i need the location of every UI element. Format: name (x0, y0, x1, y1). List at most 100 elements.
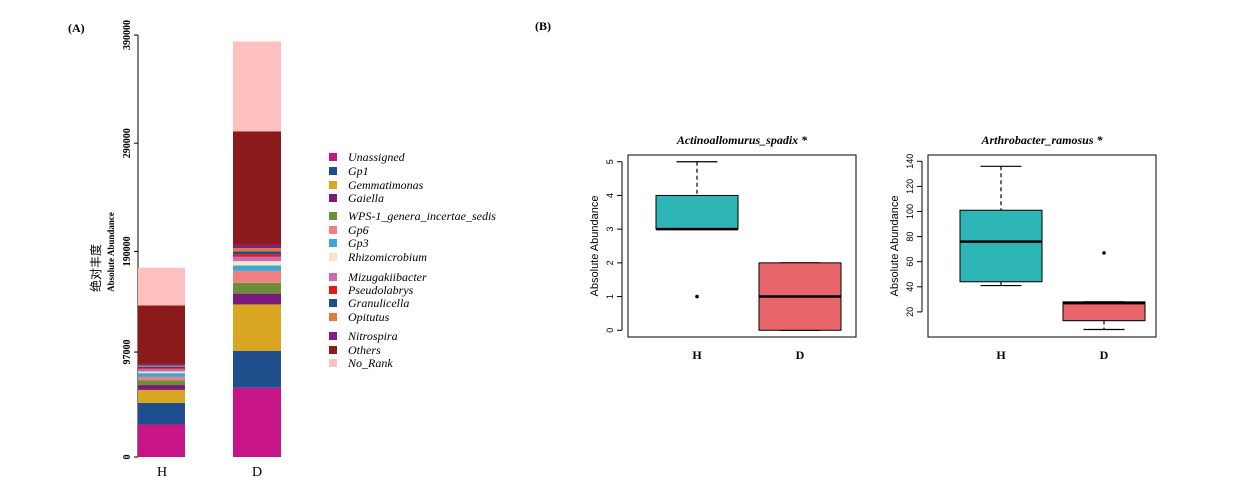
bar-segment-granulicella-h (138, 366, 185, 369)
y-tick-label: 120 (905, 179, 915, 194)
y-tick-label: 0 (122, 455, 133, 460)
x-tick-label-d: D (252, 465, 262, 480)
legend-entry: Gp1 (348, 164, 369, 178)
y-tick-label: 5 (605, 159, 615, 164)
legend-swatch (329, 239, 337, 247)
bar-segment-mizugakiibacter-d (233, 256, 281, 262)
legend-entry: Rhizomicrobium (347, 250, 427, 264)
x-tick-label-h: H (692, 348, 702, 362)
box-h (959, 209, 1043, 283)
legend-entry: Others (348, 343, 381, 357)
box-h (655, 194, 739, 230)
x-tick-label-d: D (1100, 348, 1109, 362)
y-tick-label: 1 (605, 294, 615, 299)
legend-entry: No_Rank (347, 356, 393, 370)
bar-segment-others-d (233, 131, 281, 245)
plot-title: Arthrobacter_ramosus * (980, 133, 1103, 147)
legend-entry: Gemmatimonas (348, 178, 424, 192)
plot-frame (927, 154, 1157, 338)
legend-swatch (329, 332, 337, 340)
legend-swatch (329, 253, 337, 261)
legend-swatch (329, 167, 337, 175)
plot-title: Actinoallomurus_spadix * (676, 133, 808, 147)
y-tick-label: 80 (905, 232, 915, 242)
bar-segment-gemmatimonas-h (138, 389, 185, 403)
y-tick-label: 190000 (122, 236, 133, 266)
outlier-point (695, 294, 699, 299)
legend-entry: Nitrospira (347, 329, 398, 343)
y-tick-label: 40 (905, 282, 915, 292)
x-tick-label-d: D (796, 348, 805, 362)
bar-segment-gp3-h (138, 373, 185, 377)
bar-segment-gaiella-d (233, 293, 281, 305)
stacked-bar-chart: 0 97000 190000 290000 390000 绝对丰度 Absolute Abu… (88, 20, 281, 480)
bar-segment-no-rank-d (233, 41, 281, 132)
boxplot-actinoallomurus: Actinoallomurus_spadix * 0 1 2 3 4 5 Absolute A… (589, 133, 857, 362)
bar-segment-gp3-d (233, 265, 281, 271)
legend-swatch (329, 153, 337, 161)
bar-segment-opitutus-h (138, 365, 185, 367)
legend-swatch (329, 286, 337, 294)
bar-segment-opitutus-d (233, 248, 281, 252)
legend-swatch (329, 346, 337, 354)
bar-segment-granulicella-d (233, 251, 281, 255)
legend-swatch (329, 226, 337, 234)
panel-b-label: (B) (535, 19, 551, 33)
bar-segment-gp6-h (138, 376, 185, 381)
bar-segment-nitrospira-d (233, 244, 281, 249)
legend-entry: Opitutus (348, 310, 390, 324)
y-axis-label: Absolute Abundance (589, 196, 601, 297)
legend-entry: Unassigned (348, 150, 406, 164)
bar-segment-nitrospira-h (138, 363, 185, 366)
legend-swatch (329, 181, 337, 189)
legend-entry: Gaiella (348, 191, 384, 205)
legend-swatch (329, 194, 337, 202)
bar-segment-gp6-d (233, 270, 281, 283)
legend-swatch (329, 212, 337, 220)
bar-segment-unassigned-d (233, 387, 281, 457)
y-tick-label: 140 (905, 154, 915, 169)
x-tick-label-h: H (157, 465, 167, 480)
legend-entry: Pseudolabrys (347, 283, 414, 297)
plot-frame (627, 154, 857, 338)
x-tick-label-h: H (996, 348, 1006, 362)
y-tick-label: 100 (905, 204, 915, 219)
bar-segment-gp1-h (138, 402, 185, 425)
bar-segment-pseudolabrys-d (233, 254, 281, 257)
legend-entry: Gp3 (348, 236, 369, 250)
panel-a-label: (A) (68, 21, 85, 35)
legend-swatch (329, 359, 337, 367)
bar-segment-wps-1-genera-incertae-sedis-h (138, 380, 185, 386)
y-tick-label: 0 (605, 328, 615, 333)
y-tick-label: 390000 (122, 20, 133, 50)
bar-segment-no-rank-h (138, 267, 185, 306)
legend-entry: Mizugakiibacter (347, 270, 427, 284)
bar-segment-pseudolabrys-h (138, 368, 185, 370)
y-tick-label: 60 (905, 257, 915, 267)
legend-swatch (329, 313, 337, 321)
bar-segment-gp1-d (233, 350, 281, 388)
legend-entry: Granulicella (348, 296, 409, 310)
bar-segment-unassigned-h (138, 424, 185, 457)
y-axis-label: Absolute Abundance (106, 212, 116, 292)
y-tick-label: 4 (605, 193, 615, 198)
boxplot-arthrobacter: Arthrobacter_ramosus * 20 40 60 80 100 120 140 A… (889, 133, 1157, 362)
y-axis-label: Absolute Abundance (889, 196, 901, 297)
bar-segment-rhizomicrobium-h (138, 371, 185, 374)
y-tick-label: 97000 (122, 340, 133, 365)
bar-segment-mizugakiibacter-h (138, 369, 185, 372)
legend-swatch (329, 273, 337, 281)
y-tick-label: 3 (605, 227, 615, 232)
y-tick-label: 2 (605, 260, 615, 265)
bar-segment-wps-1-genera-incertae-sedis-d (233, 282, 281, 294)
bar-segment-others-h (138, 305, 185, 364)
y-tick-label: 290000 (122, 128, 133, 158)
y-tick-label: 20 (905, 307, 915, 317)
legend-entry: Gp6 (348, 223, 369, 237)
outlier-point (1102, 251, 1106, 255)
bar-segment-gaiella-h (138, 385, 185, 390)
legend-entry: WPS-1_genera_incertae_sedis (348, 209, 496, 223)
bar-segment-gemmatimonas-d (233, 304, 281, 351)
